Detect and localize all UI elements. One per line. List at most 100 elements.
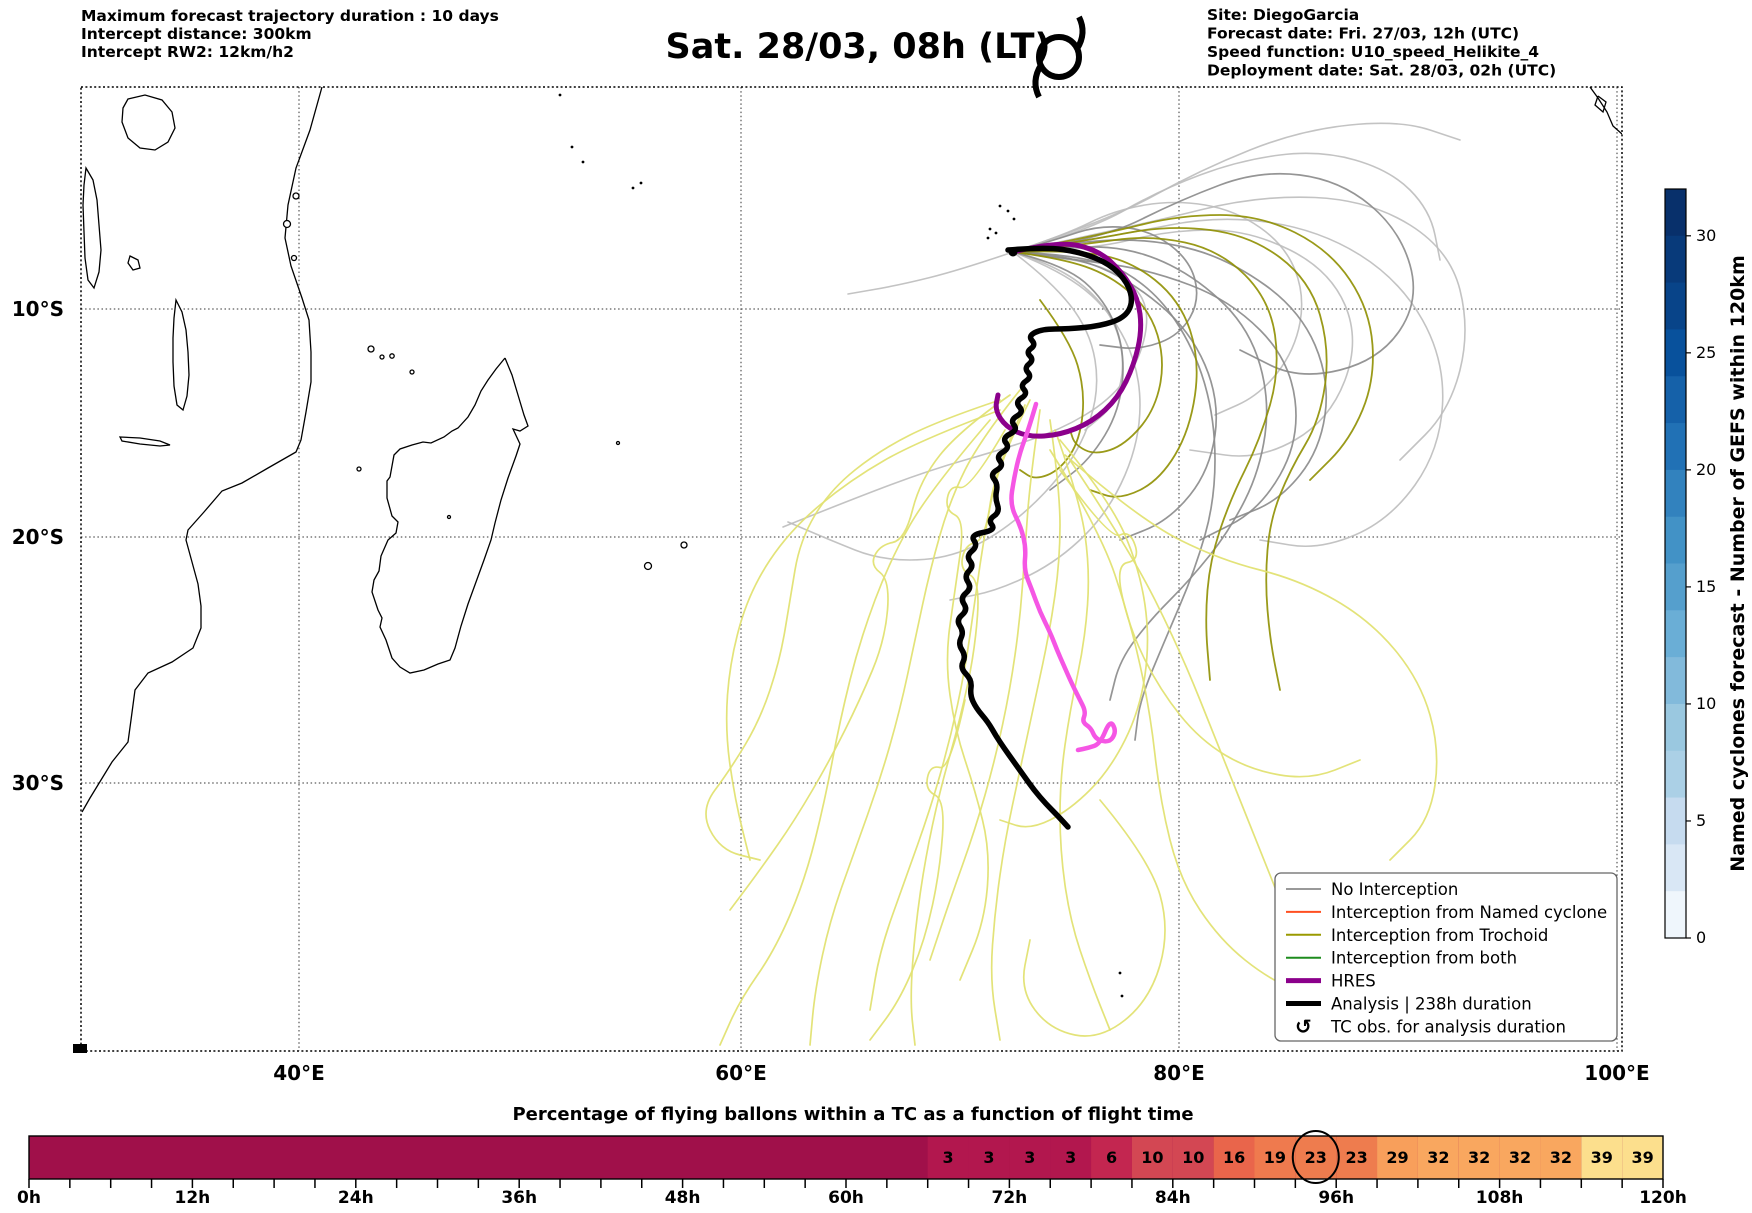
colorbar-block [1665, 657, 1686, 705]
island-outline [1594, 95, 1607, 114]
lat-tick-label: 30°S [12, 771, 64, 795]
strip-time-label: 36h [501, 1188, 537, 1208]
island-outline [389, 353, 395, 359]
trajectory-yellow [809, 389, 1021, 1046]
africa-coastline [81, 87, 323, 813]
legend-item-label: Interception from Trochoid [1331, 926, 1548, 945]
strip-time-label: 84h [1155, 1188, 1191, 1208]
strip-segment [1295, 1136, 1337, 1179]
trajectory-yellow [1049, 449, 1321, 1001]
strip-segment-value: 29 [1386, 1148, 1408, 1167]
colorbar-tick-label: 25 [1696, 343, 1716, 362]
strip-segment [1172, 1136, 1214, 1179]
colorbar-block [1665, 469, 1686, 518]
trajectory-gray-dark [1012, 239, 1328, 521]
legend-item: Interception from Trochoid [1286, 926, 1548, 945]
island-speck [639, 181, 643, 185]
trajectory-gray-light [1012, 122, 1461, 253]
island-outline [446, 514, 452, 520]
colorbar-block [1665, 610, 1686, 658]
colorbar-tick-label: 0 [1696, 928, 1706, 947]
strip-segment [1540, 1136, 1582, 1179]
trajectory-gray-dark [1012, 251, 1124, 491]
balloon-percentage-strip: Percentage of flying ballons within a TC… [17, 1104, 1687, 1208]
trajectories-layer [705, 122, 1466, 1046]
trajectory-yellow [729, 394, 1011, 911]
strip-segment [1091, 1136, 1132, 1179]
lake-malawi [172, 297, 190, 412]
trajectory-yellow [869, 699, 966, 1041]
colorbar-block [1665, 189, 1686, 237]
trajectory-named-cyclone-intercept [1009, 401, 1118, 753]
island-speck [994, 231, 998, 235]
trajectory-gray-dark [1012, 251, 1216, 741]
strip-segment [968, 1136, 1010, 1179]
trajectory-gray-light [949, 251, 1141, 601]
lon-tick-label: 100°E [1584, 1061, 1649, 1085]
strip-time-label: 24h [338, 1188, 374, 1208]
strip-segment-value: 3 [983, 1148, 994, 1167]
island-outline [290, 254, 298, 262]
strip-segment [1009, 1136, 1051, 1179]
strip-title: Percentage of flying ballons within a TC… [512, 1104, 1193, 1125]
colorbar-tick-label: 10 [1696, 694, 1716, 713]
strip-segment-value: 32 [1550, 1148, 1572, 1167]
legend-box [1274, 872, 1618, 1042]
strip-segment [1417, 1136, 1459, 1179]
trajectory-gray-light [1012, 229, 1354, 457]
island-speck [1118, 971, 1122, 975]
colorbar-tick-label: 30 [1696, 226, 1716, 245]
strip-segment-value: 39 [1631, 1148, 1653, 1167]
island-speck [1120, 994, 1124, 998]
map-legend: No Interception Interception from Named c… [1274, 872, 1618, 1042]
colorbar-block [1665, 329, 1686, 377]
strip-segment [1254, 1136, 1296, 1179]
header-left-line: Intercept distance: 300km [81, 25, 312, 43]
coastlines-layer [81, 87, 1622, 998]
strip-segment-value: 39 [1591, 1148, 1613, 1167]
colorbar-block [1665, 235, 1686, 284]
strip-segment [1050, 1136, 1092, 1179]
strip-segment-value: 23 [1305, 1148, 1327, 1167]
legend-item: HRES [1286, 972, 1376, 991]
tc-cyclone-icon [1032, 15, 1086, 99]
strip-time-label: 48h [665, 1188, 701, 1208]
colorbar-block [1665, 703, 1686, 752]
strip-segment-value: 32 [1468, 1148, 1490, 1167]
header-right-line: Site: DiegoGarcia [1207, 6, 1359, 24]
island-outline [680, 541, 688, 549]
colorbar-title: Named cyclones forecast - Number of GEFS… [1727, 255, 1749, 872]
trajectory-yellow [725, 409, 1001, 861]
colorbar-tick-label: 20 [1696, 460, 1716, 479]
strip-segment [1377, 1136, 1418, 1179]
legend-item: Analysis | 238h duration [1286, 995, 1532, 1014]
strip-segment-value: 16 [1223, 1148, 1245, 1167]
strip-time-label: 12h [175, 1188, 211, 1208]
colorbar-block [1665, 844, 1686, 892]
strip-segment [1213, 1136, 1255, 1179]
strip-time-label: 0h [17, 1188, 41, 1208]
legend-item-label: Interception from Named cyclone [1331, 903, 1607, 922]
strip-segment [1336, 1136, 1378, 1179]
trajectory-yellow [990, 419, 1061, 1041]
island-outline [367, 345, 375, 353]
trajectory-olive [1012, 214, 1374, 481]
trajectory-hres [993, 241, 1144, 439]
strip-segment-value: 3 [943, 1148, 954, 1167]
header-left-line: Intercept RW2: 12km/h2 [81, 43, 294, 61]
trajectory-gray-dark [1012, 251, 1218, 541]
trajectory-olive [1012, 251, 1163, 454]
colorbar-block [1665, 797, 1686, 845]
island-speck [581, 160, 585, 164]
trajectory-yellow [999, 439, 1149, 828]
strip-segment [1581, 1136, 1623, 1179]
madagascar-coastline [371, 357, 529, 674]
header-left-line: Maximum forecast trajectory duration : 1… [81, 7, 499, 25]
legend-item-label: Interception from both [1331, 949, 1517, 968]
trajectory-analysis [955, 245, 1135, 830]
trajectory-olive [1019, 299, 1085, 479]
strip-segment-value: 19 [1264, 1148, 1286, 1167]
trajectory-yellow [1054, 429, 1111, 1031]
strip-time-label: 120h [1639, 1188, 1687, 1208]
